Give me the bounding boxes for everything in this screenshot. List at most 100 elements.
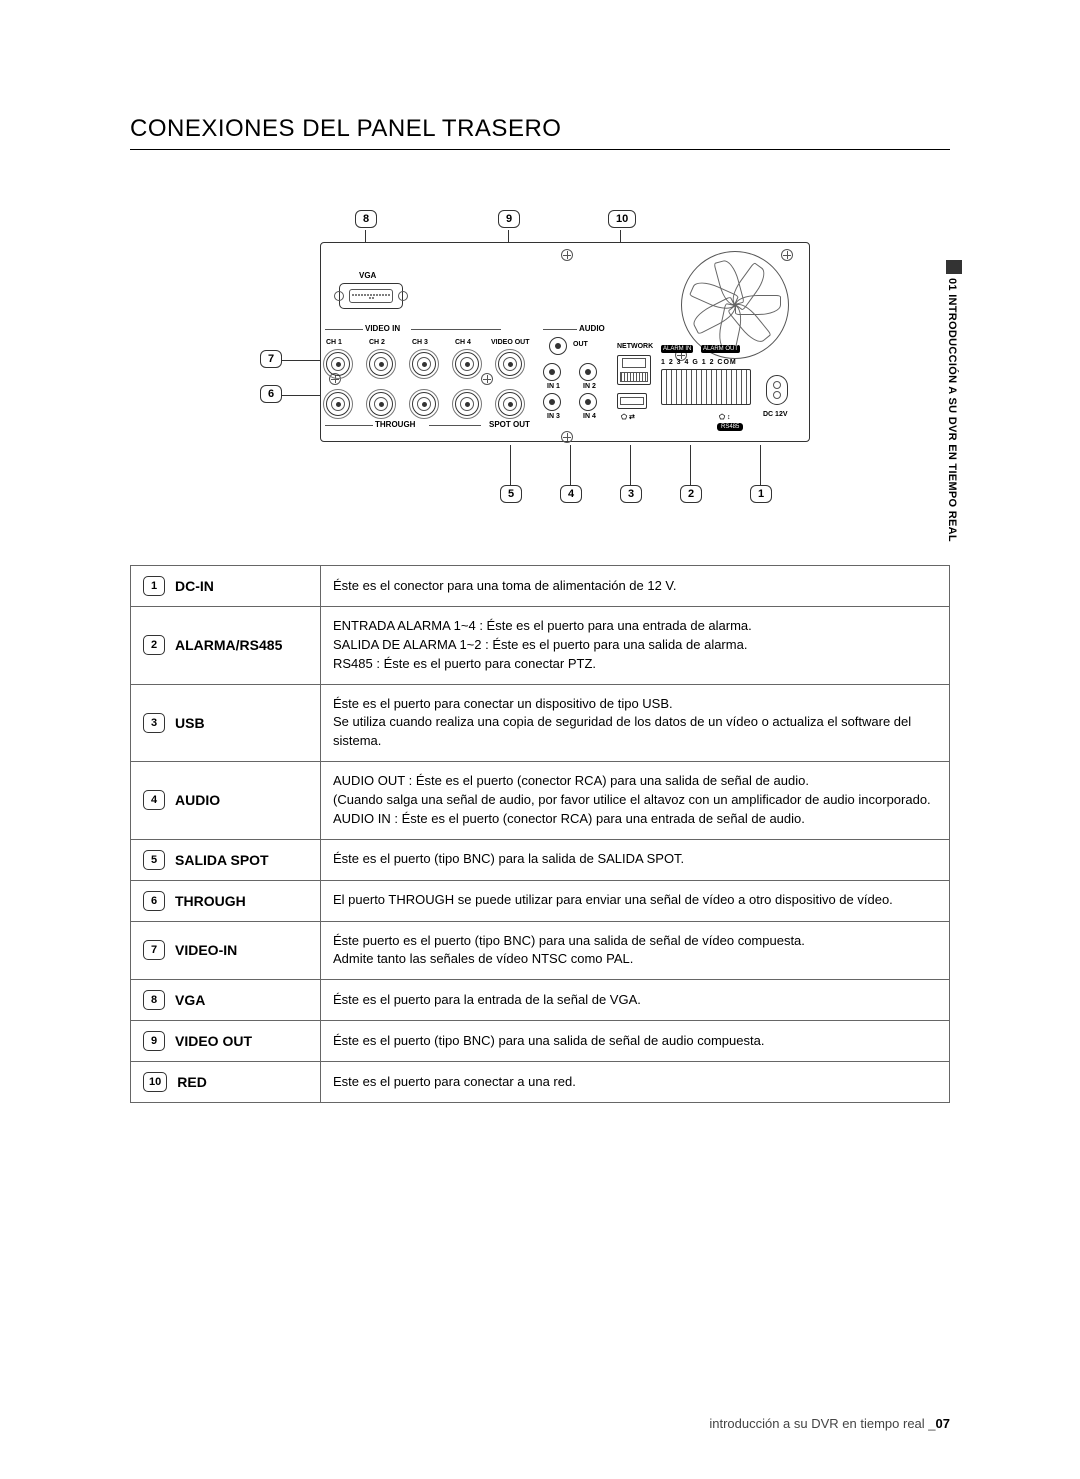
rear-panel-outline: VGA VIDEO I (320, 242, 810, 442)
number-badge: 9 (143, 1031, 165, 1051)
connection-description: Éste es el puerto para conectar un dispo… (321, 684, 950, 762)
rca-icon (543, 363, 561, 381)
bnc-icon (369, 392, 393, 416)
connection-label: VGA (175, 992, 205, 1008)
table-row: 7 VIDEO-IN Éste puerto es el puerto (tipo … (131, 921, 950, 980)
connection-label: DC-IN (175, 578, 214, 594)
fan-icon (681, 251, 789, 359)
screw-icon (561, 249, 573, 261)
bnc-icon (369, 352, 393, 376)
audio-label: AUDIO (579, 324, 605, 333)
callout-2: 2 (680, 485, 702, 503)
through-label: THROUGH (375, 420, 415, 429)
connection-label-cell: 6 THROUGH (131, 880, 321, 921)
callout-7: 7 (260, 350, 282, 368)
dc-in-icon (766, 375, 788, 405)
bnc-icon (412, 392, 436, 416)
page-footer: introducción a su DVR en tiempo real _07 (709, 1416, 950, 1431)
number-badge: 3 (143, 713, 165, 733)
connection-label: VIDEO OUT (175, 1033, 252, 1049)
in3-label: IN 3 (547, 413, 560, 420)
ch4-label: CH 4 (455, 339, 471, 346)
connection-label-cell: 10 RED (131, 1062, 321, 1103)
table-row: 8VGAÉste es el puerto para la entrada de… (131, 980, 950, 1021)
audio-out-label: OUT (573, 341, 588, 348)
in1-label: IN 1 (547, 383, 560, 390)
terminal-numbers: 1 2 3 4 G 1 2 COM (661, 359, 737, 366)
number-badge: 6 (143, 891, 165, 911)
connection-label-cell: 5 SALIDA SPOT (131, 839, 321, 880)
rca-icon (543, 393, 561, 411)
number-badge: 2 (143, 635, 165, 655)
number-badge: 5 (143, 850, 165, 870)
connection-description: Éste es el puerto (tipo BNC) para la sal… (321, 839, 950, 880)
in4-label: IN 4 (583, 413, 596, 420)
rca-icon (549, 337, 567, 355)
callout-5: 5 (500, 485, 522, 503)
connection-label-cell: 2 ALARMA/RS485 (131, 607, 321, 685)
connections-table: 1 DC-IN Éste es el conector para una toma … (130, 565, 950, 1103)
bnc-icon (498, 392, 522, 416)
connection-description: AUDIO OUT : Éste es el puerto (conector … (321, 762, 950, 840)
ch1-label: CH 1 (326, 339, 342, 346)
video-in-label: VIDEO IN (365, 324, 400, 333)
callout-4: 4 (560, 485, 582, 503)
callout-8: 8 (355, 210, 377, 228)
connection-label: AUDIO (175, 792, 220, 808)
dc12v-label: DC 12V (763, 411, 788, 418)
connection-label-cell: 1 DC-IN (131, 566, 321, 607)
screw-icon (561, 431, 573, 443)
alarm-in-label: ALARM IN (661, 345, 693, 353)
bnc-icon (326, 392, 350, 416)
network-label: NETWORK (617, 343, 653, 350)
bnc-icon (455, 392, 479, 416)
bnc-icon (326, 352, 350, 376)
table-row: 10 RED Este es el puerto para conectar a u… (131, 1062, 950, 1103)
screw-icon (781, 249, 793, 261)
rs485-badge: RS485 (717, 423, 743, 431)
connection-description: Éste es el conector para una toma de ali… (321, 566, 950, 607)
alarm-out-label: ALARM OUT (701, 345, 740, 353)
connection-label-cell: 7 VIDEO-IN (131, 921, 321, 980)
number-badge: 10 (143, 1072, 167, 1092)
table-row: 2ALARMA/RS485ENTRADA ALARMA 1~4 : Éste e… (131, 607, 950, 685)
ch2-label: CH 2 (369, 339, 385, 346)
connection-description: Este es el puerto para conectar a una re… (321, 1062, 950, 1103)
spot-out-label: SPOT OUT (489, 420, 530, 429)
table-row: 3USBÉste es el puerto para conectar un d… (131, 684, 950, 762)
vga-port-icon (339, 283, 403, 309)
video-out-label: VIDEO OUT (491, 339, 530, 346)
connection-label: ALARMA/RS485 (175, 637, 282, 653)
connection-label: SALIDA SPOT (175, 852, 269, 868)
number-badge: 1 (143, 576, 165, 596)
vga-label: VGA (359, 271, 376, 280)
ch3-label: CH 3 (412, 339, 428, 346)
number-badge: 4 (143, 790, 165, 810)
usb-icon (617, 393, 647, 409)
bnc-icon (498, 352, 522, 376)
table-row: 5 SALIDA SPOT Éste es el puerto (tipo BNC)… (131, 839, 950, 880)
bnc-icon (455, 352, 479, 376)
rca-icon (579, 363, 597, 381)
connection-description: Éste es el puerto (tipo BNC) para una sa… (321, 1021, 950, 1062)
connection-label: VIDEO-IN (175, 942, 237, 958)
connection-description: Éste puerto es el puerto (tipo BNC) para… (321, 921, 950, 980)
table-row: 6 THROUGH El puerto THROUGH se puede utili… (131, 880, 950, 921)
connection-label-cell: 3USB (131, 684, 321, 762)
callout-6: 6 (260, 385, 282, 403)
callout-10: 10 (608, 210, 636, 228)
table-row: 4 AUDIO AUDIO OUT : Éste es el puerto (con… (131, 762, 950, 840)
connection-label-cell: 9 VIDEO OUT (131, 1021, 321, 1062)
page-title: CONEXIONES DEL PANEL TRASERO (130, 115, 950, 150)
table-row: 9 VIDEO OUT Éste es el puerto (tipo BNC) p… (131, 1021, 950, 1062)
bnc-icon (412, 352, 436, 376)
number-badge: 7 (143, 940, 165, 960)
connection-description: El puerto THROUGH se puede utilizar para… (321, 880, 950, 921)
connection-label: RED (177, 1074, 207, 1090)
rca-icon (579, 393, 597, 411)
connection-label: THROUGH (175, 893, 246, 909)
rear-panel-diagram: 8 9 10 7 6 5 4 3 2 1 VGA (130, 210, 950, 510)
sidebar-chapter-label: 01 INTRODUCCIÓN A SU DVR EN TIEMPO REAL (946, 278, 958, 542)
terminal-block-icon (661, 369, 751, 405)
callout-1: 1 (750, 485, 772, 503)
